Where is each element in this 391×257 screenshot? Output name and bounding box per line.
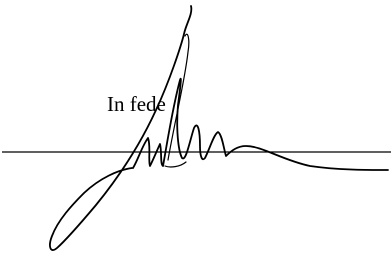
signature-area (0, 0, 391, 257)
handwritten-signature (50, 6, 388, 250)
page: In fede (() => { const data = JSON.parse… (0, 0, 391, 257)
closing-text: In fede (107, 92, 166, 117)
